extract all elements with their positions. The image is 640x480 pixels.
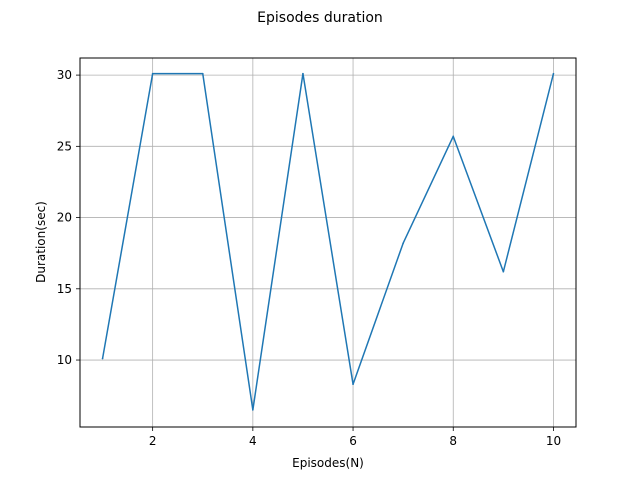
data-point — [302, 72, 304, 75]
data-point — [552, 72, 555, 75]
x-tick-label: 6 — [349, 434, 357, 448]
x-tick-label: 8 — [449, 434, 457, 448]
data-point — [502, 270, 505, 273]
y-tick-label: 15 — [57, 282, 72, 296]
data-point — [252, 409, 254, 411]
y-tick-label: 10 — [57, 353, 72, 367]
y-tick-label: 20 — [57, 211, 72, 225]
x-tick-label: 2 — [149, 434, 157, 448]
data-point — [402, 242, 404, 245]
x-axis-ticks: 2 4 6 8 10 — [149, 427, 561, 448]
x-axis-label: Episodes(N) — [292, 456, 364, 470]
data-point — [201, 72, 204, 75]
y-axis-ticks: 10 15 20 25 30 — [57, 68, 80, 367]
data-point — [352, 383, 354, 386]
y-tick-label: 30 — [57, 68, 72, 82]
chart-title: Episodes duration — [257, 10, 383, 26]
series-layer — [101, 72, 555, 411]
y-axis-label: Duration(sec) — [34, 201, 48, 283]
x-tick-label: 4 — [249, 434, 257, 448]
axes-frame — [79, 57, 577, 428]
data-point — [101, 357, 104, 360]
y-tick-label: 25 — [57, 139, 72, 153]
x-tick-label: 10 — [546, 434, 561, 448]
series-line-duration — [101, 72, 555, 411]
data-point — [452, 135, 455, 138]
grid-lines — [80, 58, 576, 427]
data-point — [151, 72, 154, 75]
